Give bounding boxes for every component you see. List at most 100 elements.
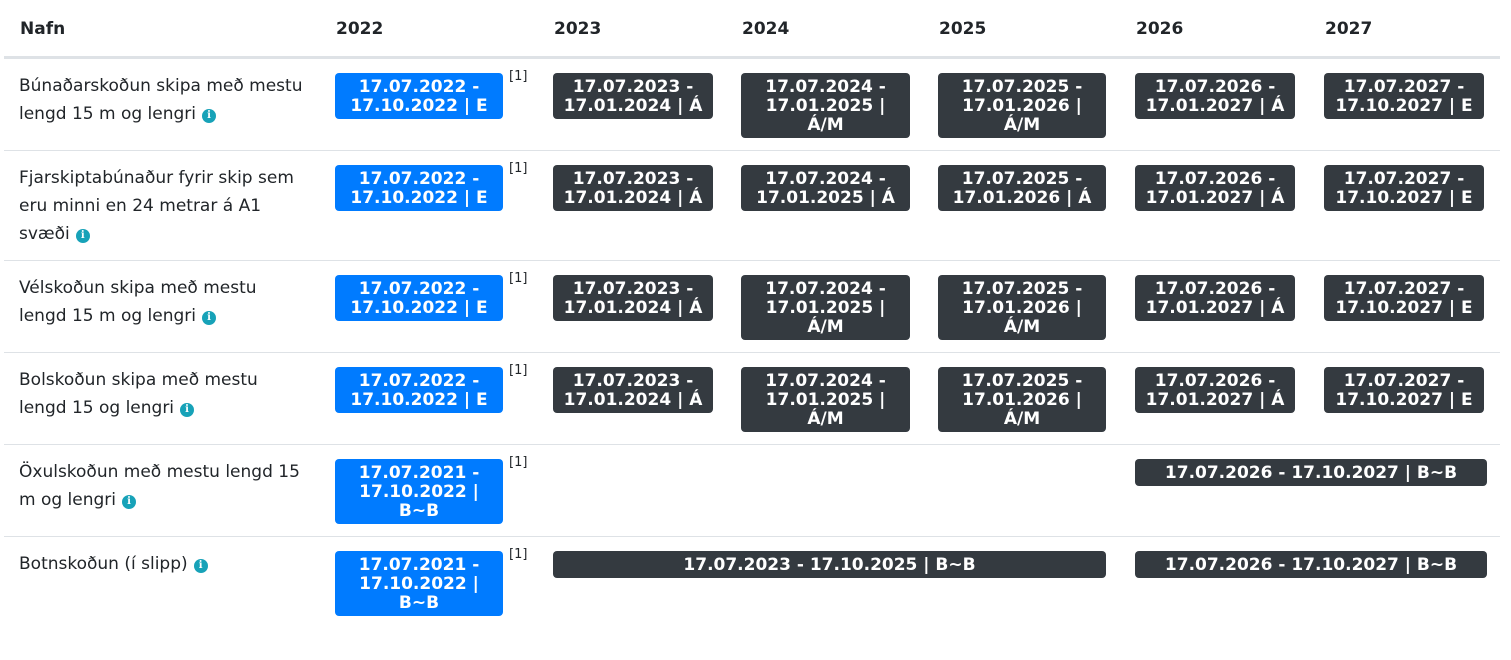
info-icon[interactable]: i xyxy=(202,109,216,123)
column-header-2023: 2023 xyxy=(538,0,726,59)
info-icon[interactable]: i xyxy=(122,495,137,509)
cell-2025 xyxy=(923,444,1120,537)
inspection-name: Botnskoðun (í slipp) xyxy=(19,554,188,574)
column-header-2024: 2024 xyxy=(726,0,923,59)
schedule-badge-2026: 17.07.2026 - 17.01.2027 | Á xyxy=(1135,73,1295,119)
cell-2027: 17.07.2027 - 17.10.2027 | E xyxy=(1309,260,1500,353)
cell-2026-2027: 17.07.2026 - 17.10.2027 | B~B xyxy=(1120,537,1500,629)
column-header-2027: 2027 xyxy=(1309,0,1500,59)
inspection-name: Búnaðarskoðun skipa með mestu lengd 15 m… xyxy=(19,76,303,124)
cell-2026: 17.07.2026 - 17.01.2027 | Á xyxy=(1120,260,1309,353)
footnote-link[interactable]: [1] xyxy=(509,271,528,286)
schedule-badge-2023: 17.07.2023 - 17.01.2024 | Á xyxy=(553,367,713,413)
footnote-link[interactable]: [1] xyxy=(509,161,528,176)
inspection-name: Bolskoðun skipa með mestu lengd 15 og le… xyxy=(19,370,258,418)
cell-2025: 17.07.2025 - 17.01.2026 | Á/M xyxy=(923,352,1120,445)
schedule-badge-2023: 17.07.2023 - 17.01.2024 | Á xyxy=(553,165,713,211)
cell-2025: 17.07.2025 - 17.01.2026 | Á/M xyxy=(923,260,1120,353)
footnote-link[interactable]: [1] xyxy=(509,69,528,84)
inspection-name-cell: Botnskoðun (í slipp) i xyxy=(4,537,320,629)
cell-2024: 17.07.2024 - 17.01.2025 | Á/M xyxy=(726,260,923,353)
schedule-badge-2024: 17.07.2024 - 17.01.2025 | Á/M xyxy=(741,367,910,432)
schedule-badge-2026-2027: 17.07.2026 - 17.10.2027 | B~B xyxy=(1135,551,1487,578)
column-header-2025: 2025 xyxy=(923,0,1120,59)
cell-2026: 17.07.2026 - 17.01.2027 | Á xyxy=(1120,352,1309,445)
schedule-badge-2027: 17.07.2027 - 17.10.2027 | E xyxy=(1324,73,1484,119)
cell-2027: 17.07.2027 - 17.10.2027 | E xyxy=(1309,150,1500,261)
cell-2022: 17.07.2022 - 17.10.2022 | E [1] xyxy=(320,150,538,261)
cell-2023: 17.07.2023 - 17.01.2024 | Á xyxy=(538,352,726,445)
info-icon[interactable]: i xyxy=(202,311,216,325)
cell-2024 xyxy=(726,444,923,537)
info-icon[interactable]: i xyxy=(180,403,195,417)
schedule-badge-2025: 17.07.2025 - 17.01.2026 | Á/M xyxy=(938,367,1106,432)
column-header-2026: 2026 xyxy=(1120,0,1309,59)
schedule-badge-2025: 17.07.2025 - 17.01.2026 | Á/M xyxy=(938,73,1106,138)
cell-2022: 17.07.2022 - 17.10.2022 | E [1] xyxy=(320,352,538,445)
footnote-link[interactable]: [1] xyxy=(509,547,528,562)
cell-2023: 17.07.2023 - 17.01.2024 | Á xyxy=(538,57,726,151)
schedule-badge-2025: 17.07.2025 - 17.01.2026 | Á/M xyxy=(938,275,1106,340)
schedule-badge-2026: 17.07.2026 - 17.01.2027 | Á xyxy=(1135,367,1295,413)
cell-2026-2027: 17.07.2026 - 17.10.2027 | B~B xyxy=(1120,444,1500,537)
inspection-name-cell: Fjarskiptabúnaður fyrir skip sem eru min… xyxy=(4,150,320,261)
schedule-badge-2022: 17.07.2022 - 17.10.2022 | E xyxy=(335,165,503,211)
cell-2023: 17.07.2023 - 17.01.2024 | Á xyxy=(538,150,726,261)
schedule-badge-2023: 17.07.2023 - 17.01.2024 | Á xyxy=(553,275,713,321)
schedule-badge-2022: 17.07.2021 - 17.10.2022 | B~B xyxy=(335,459,503,524)
info-icon[interactable]: i xyxy=(193,559,208,573)
schedule-badge-2022: 17.07.2022 - 17.10.2022 | E xyxy=(335,275,503,321)
cell-2025: 17.07.2025 - 17.01.2026 | Á/M xyxy=(923,57,1120,151)
table-row: Bolskoðun skipa með mestu lengd 15 og le… xyxy=(4,352,1500,445)
cell-2027: 17.07.2027 - 17.10.2027 | E xyxy=(1309,57,1500,151)
inspection-name-cell: Öxulskoðun með mestu lengd 15 m og lengr… xyxy=(4,444,320,537)
schedule-badge-2022: 17.07.2022 - 17.10.2022 | E xyxy=(335,367,503,413)
cell-2022: 17.07.2022 - 17.10.2022 | E [1] xyxy=(320,260,538,353)
cell-2026: 17.07.2026 - 17.01.2027 | Á xyxy=(1120,150,1309,261)
table-row: Botnskoðun (í slipp) i 17.07.2021 - 17.10… xyxy=(4,537,1500,629)
cell-2022: 17.07.2021 - 17.10.2022 | B~B [1] xyxy=(320,444,538,537)
cell-2023-2025: 17.07.2023 - 17.10.2025 | B~B xyxy=(538,537,1120,629)
inspection-name-cell: Bolskoðun skipa með mestu lengd 15 og le… xyxy=(4,352,320,445)
cell-2022: 17.07.2021 - 17.10.2022 | B~B [1] xyxy=(320,537,538,629)
schedule-badge-2025: 17.07.2025 - 17.01.2026 | Á xyxy=(938,165,1106,211)
table-row: Vélskoðun skipa með mestu lengd 15 m og … xyxy=(4,260,1500,353)
schedule-badge-2024: 17.07.2024 - 17.01.2025 | Á/M xyxy=(741,73,910,138)
footnote-link[interactable]: [1] xyxy=(509,455,528,470)
inspection-name: Fjarskiptabúnaður fyrir skip sem eru min… xyxy=(19,168,294,244)
info-icon[interactable]: i xyxy=(75,229,90,243)
schedule-badge-2026: 17.07.2026 - 17.01.2027 | Á xyxy=(1135,275,1295,321)
footnote-link[interactable]: [1] xyxy=(509,363,528,378)
schedule-badge-2024: 17.07.2024 - 17.01.2025 | Á/M xyxy=(741,275,910,340)
cell-2023: 17.07.2023 - 17.01.2024 | Á xyxy=(538,260,726,353)
cell-2027: 17.07.2027 - 17.10.2027 | E xyxy=(1309,352,1500,445)
cell-2026: 17.07.2026 - 17.01.2027 | Á xyxy=(1120,57,1309,151)
inspection-name-cell: Vélskoðun skipa með mestu lengd 15 m og … xyxy=(4,260,320,353)
inspection-name: Vélskoðun skipa með mestu lengd 15 m og … xyxy=(19,278,257,326)
header-row: Nafn 2022 2023 2024 2025 2026 2027 xyxy=(4,0,1500,59)
schedule-badge-2024: 17.07.2024 - 17.01.2025 | Á xyxy=(741,165,910,211)
column-header-name: Nafn xyxy=(4,0,320,59)
table-row: Fjarskiptabúnaður fyrir skip sem eru min… xyxy=(4,150,1500,261)
inspection-name: Öxulskoðun með mestu lengd 15 m og lengr… xyxy=(19,462,300,510)
inspection-name-cell: Búnaðarskoðun skipa með mestu lengd 15 m… xyxy=(4,57,320,151)
schedule-badge-2027: 17.07.2027 - 17.10.2027 | E xyxy=(1324,275,1484,321)
schedule-badge-2022: 17.07.2021 - 17.10.2022 | B~B xyxy=(335,551,503,616)
cell-2024: 17.07.2024 - 17.01.2025 | Á xyxy=(726,150,923,261)
schedule-badge-2026: 17.07.2026 - 17.01.2027 | Á xyxy=(1135,165,1295,211)
cell-2024: 17.07.2024 - 17.01.2025 | Á/M xyxy=(726,57,923,151)
schedule-badge-2026-2027: 17.07.2026 - 17.10.2027 | B~B xyxy=(1135,459,1487,486)
cell-2022: 17.07.2022 - 17.10.2022 | E [1] xyxy=(320,57,538,151)
schedule-badge-2027: 17.07.2027 - 17.10.2027 | E xyxy=(1324,165,1484,211)
schedule-badge-2023-2025: 17.07.2023 - 17.10.2025 | B~B xyxy=(553,551,1106,578)
table-row: Búnaðarskoðun skipa með mestu lengd 15 m… xyxy=(4,57,1500,151)
cell-2024: 17.07.2024 - 17.01.2025 | Á/M xyxy=(726,352,923,445)
cell-2023 xyxy=(538,444,726,537)
column-header-2022: 2022 xyxy=(320,0,538,59)
schedule-badge-2022: 17.07.2022 - 17.10.2022 | E xyxy=(335,73,503,119)
inspection-schedule-table: Nafn 2022 2023 2024 2025 2026 2027 Búnað… xyxy=(4,0,1500,628)
schedule-badge-2027: 17.07.2027 - 17.10.2027 | E xyxy=(1324,367,1484,413)
schedule-badge-2023: 17.07.2023 - 17.01.2024 | Á xyxy=(553,73,713,119)
cell-2025: 17.07.2025 - 17.01.2026 | Á xyxy=(923,150,1120,261)
table-row: Öxulskoðun með mestu lengd 15 m og lengr… xyxy=(4,444,1500,537)
